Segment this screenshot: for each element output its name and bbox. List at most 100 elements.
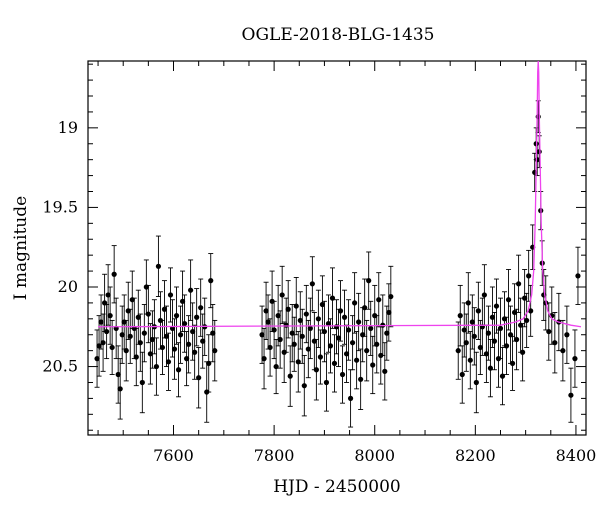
data-point — [503, 316, 510, 375]
data-point — [575, 246, 581, 305]
data-point — [313, 339, 319, 401]
y-axis-label: I magnitude — [11, 196, 31, 300]
data-point — [473, 351, 479, 414]
data-point — [317, 329, 323, 385]
data-point — [285, 280, 291, 339]
data-point — [459, 345, 465, 404]
data-point — [471, 307, 477, 366]
data-point — [331, 334, 338, 393]
data-point — [153, 337, 160, 396]
data-point — [165, 332, 172, 391]
data-point — [194, 288, 200, 347]
data-point — [528, 284, 534, 337]
x-tick-label: 7800 — [254, 446, 295, 465]
data-point — [307, 297, 313, 360]
data-point — [173, 286, 180, 345]
data-point — [309, 256, 315, 312]
data-point — [127, 308, 133, 364]
data-point — [329, 267, 336, 329]
data-points — [94, 100, 581, 428]
data-point — [376, 272, 382, 328]
data-point — [181, 294, 188, 353]
data-point — [96, 315, 102, 377]
data-point — [327, 318, 334, 374]
data-point — [289, 304, 295, 363]
data-point — [301, 354, 307, 417]
data-point — [109, 319, 115, 375]
data-point — [505, 269, 512, 331]
data-point — [339, 345, 346, 404]
tick-labels: 7600 7800 8000 8200 8400 19 19.5 20 20.5 — [42, 118, 596, 465]
data-point — [499, 347, 506, 406]
y-tick-label: 19.5 — [42, 197, 78, 216]
data-point — [347, 369, 354, 428]
data-point — [386, 283, 392, 342]
data-point — [145, 284, 151, 344]
x-tick-label: 8000 — [354, 446, 395, 465]
data-point — [196, 347, 202, 409]
data-point — [572, 329, 578, 388]
data-point — [293, 276, 299, 336]
data-point — [356, 292, 362, 352]
data-point — [275, 284, 281, 347]
data-point — [366, 251, 372, 310]
data-point — [337, 280, 344, 342]
data-point — [279, 265, 285, 325]
data-point — [321, 300, 328, 363]
data-point — [526, 249, 532, 302]
data-point — [461, 302, 467, 358]
data-point — [149, 310, 155, 369]
plot-frame — [87, 60, 587, 436]
data-point — [485, 305, 492, 361]
data-point — [463, 313, 469, 372]
data-point — [179, 270, 186, 333]
data-point — [513, 308, 520, 371]
data-point — [271, 300, 277, 360]
chart-title: OGLE-2018-BLG-1435 — [242, 25, 435, 45]
data-point — [552, 312, 558, 374]
data-point — [354, 331, 360, 390]
data-point — [119, 305, 125, 364]
axis-ticks — [88, 61, 586, 435]
data-point — [192, 324, 198, 380]
y-tick-label: 20.5 — [42, 357, 78, 376]
data-point — [299, 308, 305, 364]
x-axis-label: HJD - 2450000 — [273, 477, 401, 497]
data-point — [564, 305, 570, 364]
data-point — [206, 334, 212, 393]
data-point — [345, 299, 352, 361]
data-point — [133, 327, 139, 387]
data-point — [277, 310, 283, 369]
data-point — [273, 339, 279, 395]
data-point — [341, 289, 348, 345]
data-point — [323, 353, 330, 412]
data-point — [469, 294, 475, 350]
data-point — [295, 331, 301, 393]
x-tick-label: 8400 — [556, 446, 597, 465]
x-tick-label: 7600 — [153, 446, 194, 465]
data-point — [183, 331, 190, 387]
data-point — [568, 367, 574, 423]
data-point — [137, 313, 143, 372]
data-point — [111, 245, 117, 304]
data-point — [297, 291, 303, 350]
data-point — [208, 253, 214, 309]
data-point — [382, 342, 388, 401]
data-point — [212, 319, 218, 382]
data-point — [163, 305, 170, 368]
data-point — [465, 272, 471, 334]
data-point — [155, 235, 162, 297]
data-point — [100, 313, 106, 372]
data-point — [303, 284, 309, 344]
data-point — [524, 292, 530, 348]
data-point — [467, 331, 473, 390]
model-curve — [98, 60, 582, 328]
data-point — [135, 289, 141, 345]
y-tick-label: 20 — [58, 277, 78, 296]
data-point — [200, 313, 206, 369]
data-point — [481, 264, 487, 326]
data-point — [364, 319, 370, 382]
data-point — [104, 304, 110, 360]
data-point — [117, 358, 123, 420]
